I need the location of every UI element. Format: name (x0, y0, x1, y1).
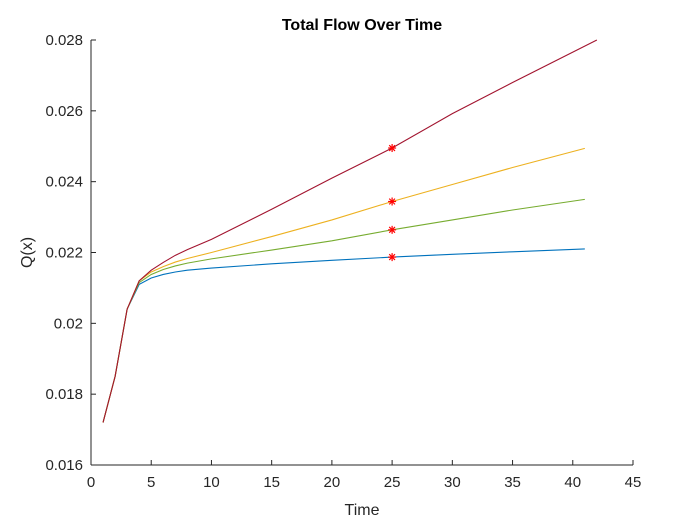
y-tick-label: 0.018 (45, 386, 83, 403)
y-tick-label: 0.022 (45, 245, 83, 262)
x-tick-label: 5 (147, 474, 155, 491)
series-line-3 (102, 147, 585, 423)
x-tick-label: 45 (625, 474, 642, 491)
series-line-1 (102, 248, 585, 423)
x-tick-label: 15 (263, 474, 280, 491)
asterisk-marker (388, 144, 397, 153)
chart-title: Total Flow Over Time (282, 17, 442, 34)
x-tick-label: 40 (564, 474, 581, 491)
x-axis-label: Time (345, 502, 380, 519)
y-axis-label: Q(x) (19, 237, 36, 268)
y-tick-label: 0.02 (54, 315, 83, 332)
series-group (102, 39, 598, 423)
x-tick-label: 35 (504, 474, 521, 491)
x-tick-label: 20 (324, 474, 341, 491)
x-tick-label: 30 (444, 474, 461, 491)
x-tick-label: 0 (87, 474, 95, 491)
y-tick-label: 0.016 (45, 457, 83, 474)
x-tick-label: 10 (203, 474, 220, 491)
asterisk-marker (388, 225, 397, 234)
axes: 0 5 10 15 20 25 30 35 40 45 0.016 0.018 0.02 0.022 0.0… (45, 32, 641, 491)
marker-group (388, 144, 397, 262)
series-line-4 (102, 39, 598, 423)
y-tick-label: 0.028 (45, 32, 83, 49)
asterisk-marker (388, 197, 397, 206)
asterisk-marker (388, 253, 397, 262)
y-tick-label: 0.026 (45, 103, 83, 120)
y-tick-label: 0.024 (45, 174, 83, 191)
series-line-2 (102, 198, 585, 423)
x-tick-label: 25 (384, 474, 401, 491)
